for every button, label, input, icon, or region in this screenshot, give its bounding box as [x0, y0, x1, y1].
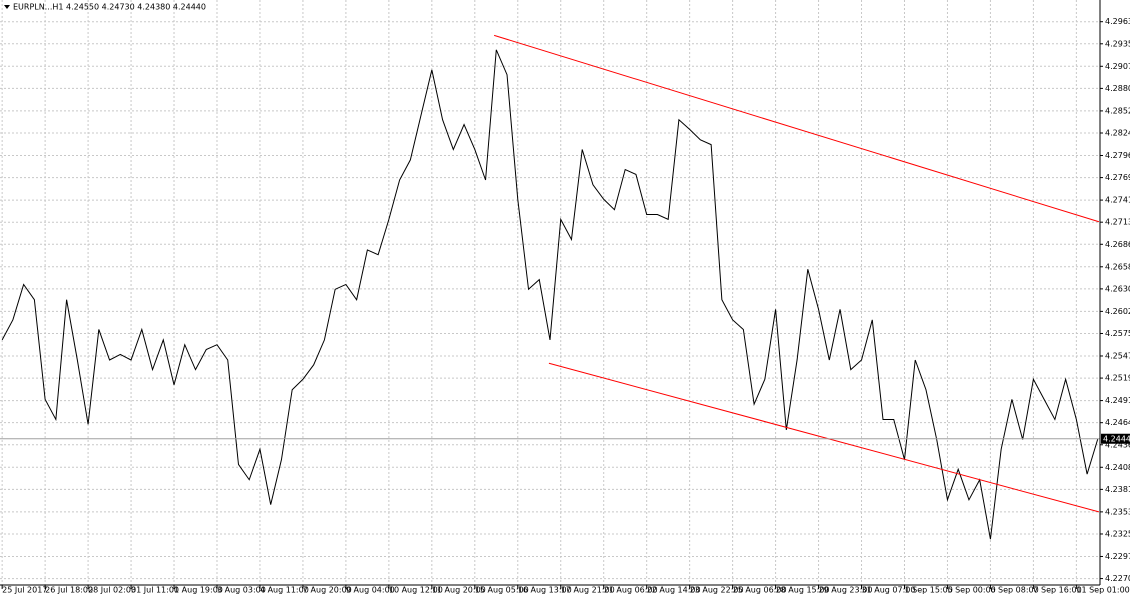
- plot-area: [0, 34, 1100, 540]
- x-tick-label: 10 Aug 12:00: [389, 586, 443, 595]
- price-line: [1, 49, 1099, 540]
- y-tick-label: 4.24365: [1105, 440, 1130, 449]
- y-tick-label: 4.23530: [1105, 507, 1130, 516]
- y-tick-label: 4.29630: [1105, 17, 1130, 26]
- x-tick-label: 25 Aug 06:00: [733, 586, 787, 595]
- x-tick-label: 7 Aug 20:00: [303, 586, 352, 595]
- trendline: [493, 34, 1100, 223]
- x-tick-label: 23 Aug 22:00: [690, 586, 744, 595]
- y-tick-label: 4.26025: [1105, 307, 1130, 316]
- x-tick-label: 1 Aug 19:00: [174, 586, 223, 595]
- y-tick-label: 4.28800: [1105, 84, 1130, 93]
- y-tick-label: 4.24085: [1105, 463, 1130, 472]
- y-tick-label: 4.28520: [1105, 106, 1130, 115]
- x-tick-label: 4 Aug 11:00: [260, 586, 309, 595]
- x-tick-label: 17 Aug 21:00: [561, 586, 615, 595]
- y-tick-label: 4.26580: [1105, 262, 1130, 271]
- y-tick-label: 4.25750: [1105, 329, 1130, 338]
- y-tick-label: 4.27965: [1105, 151, 1130, 160]
- last-price-label: 4.24440: [1103, 434, 1130, 443]
- x-tick-label: 6 Sep 08:00: [990, 586, 1038, 595]
- y-tick-label: 4.25470: [1105, 351, 1130, 360]
- y-tick-label: 4.27410: [1105, 196, 1130, 205]
- x-tick-label: 1 Sep 15:00: [904, 586, 952, 595]
- grid: [0, 0, 1100, 585]
- x-tick-label: 11 Sep 01:00: [1076, 586, 1129, 595]
- y-tick-label: 4.29075: [1105, 62, 1130, 71]
- y-tick-label: 4.26305: [1105, 284, 1130, 293]
- chart-title: EURPLN...H1 4.24550 4.24730 4.24380 4.24…: [13, 3, 206, 12]
- y-tick-label: 4.22975: [1105, 552, 1130, 561]
- y-tick-label: 4.22700: [1105, 574, 1130, 583]
- y-tick-label: 4.28245: [1105, 128, 1130, 137]
- menu-arrow[interactable]: [4, 5, 10, 9]
- x-tick-label: 28 Jul 02:00: [88, 586, 136, 595]
- x-tick-label: 29 Aug 23:00: [819, 586, 873, 595]
- x-tick-label: 5 Sep 00:00: [947, 586, 995, 595]
- x-tick-label: 7 Sep 16:00: [1033, 586, 1081, 595]
- y-tick-label: 4.24915: [1105, 396, 1130, 405]
- x-tick-label: 11 Aug 20:00: [432, 586, 486, 595]
- y-tick-label: 4.23255: [1105, 529, 1130, 538]
- x-tick-label: 22 Aug 14:00: [647, 586, 701, 595]
- x-tick-label: 21 Aug 06:00: [604, 586, 658, 595]
- y-tick-label: 4.24640: [1105, 418, 1130, 427]
- x-tick-label: 3 Aug 03:00: [217, 586, 266, 595]
- trendline: [548, 362, 1100, 513]
- y-tick-label: 4.27690: [1105, 173, 1130, 182]
- last-price-box: [1101, 433, 1130, 444]
- x-tick-label: 16 Aug 13:00: [518, 586, 572, 595]
- y-tick-label: 4.26860: [1105, 240, 1130, 249]
- x-tick-label: 31 Aug 07:00: [862, 586, 916, 595]
- y-tick-label: 4.25195: [1105, 374, 1130, 383]
- y-tick-label: 4.23810: [1105, 485, 1130, 494]
- x-tick-label: 28 Aug 15:00: [776, 586, 830, 595]
- x-tick-label: 26 Jul 18:00: [45, 586, 93, 595]
- x-tick-label: 15 Aug 05:00: [475, 586, 529, 595]
- x-tick-label: 31 Jul 11:00: [131, 586, 179, 595]
- x-tick-label: 25 Jul 2017: [2, 586, 47, 595]
- y-tick-label: 4.29355: [1105, 39, 1130, 48]
- x-tick-label: 9 Aug 04:00: [346, 586, 395, 595]
- y-tick-label: 4.27135: [1105, 218, 1130, 227]
